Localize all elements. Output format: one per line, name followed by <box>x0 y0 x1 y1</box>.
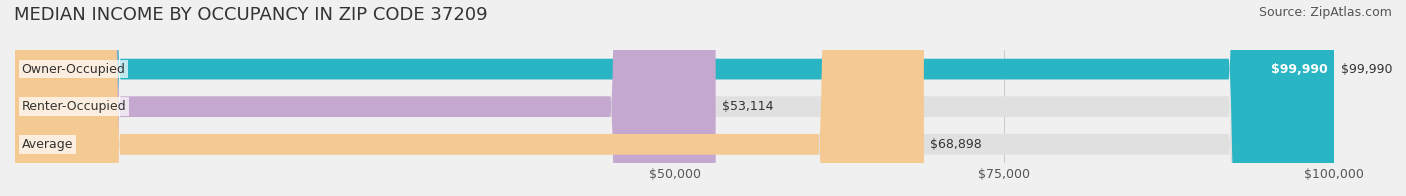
Text: $99,990: $99,990 <box>1341 63 1392 76</box>
Text: $53,114: $53,114 <box>723 100 773 113</box>
Text: $68,898: $68,898 <box>931 138 983 151</box>
FancyBboxPatch shape <box>15 0 1334 196</box>
FancyBboxPatch shape <box>15 0 1334 196</box>
Text: $99,990: $99,990 <box>1271 63 1327 76</box>
Text: Average: Average <box>21 138 73 151</box>
Text: Renter-Occupied: Renter-Occupied <box>21 100 127 113</box>
Text: Owner-Occupied: Owner-Occupied <box>21 63 125 76</box>
FancyBboxPatch shape <box>15 0 1334 196</box>
Text: MEDIAN INCOME BY OCCUPANCY IN ZIP CODE 37209: MEDIAN INCOME BY OCCUPANCY IN ZIP CODE 3… <box>14 6 488 24</box>
FancyBboxPatch shape <box>15 0 1334 196</box>
Text: Source: ZipAtlas.com: Source: ZipAtlas.com <box>1258 6 1392 19</box>
FancyBboxPatch shape <box>15 0 924 196</box>
FancyBboxPatch shape <box>15 0 716 196</box>
